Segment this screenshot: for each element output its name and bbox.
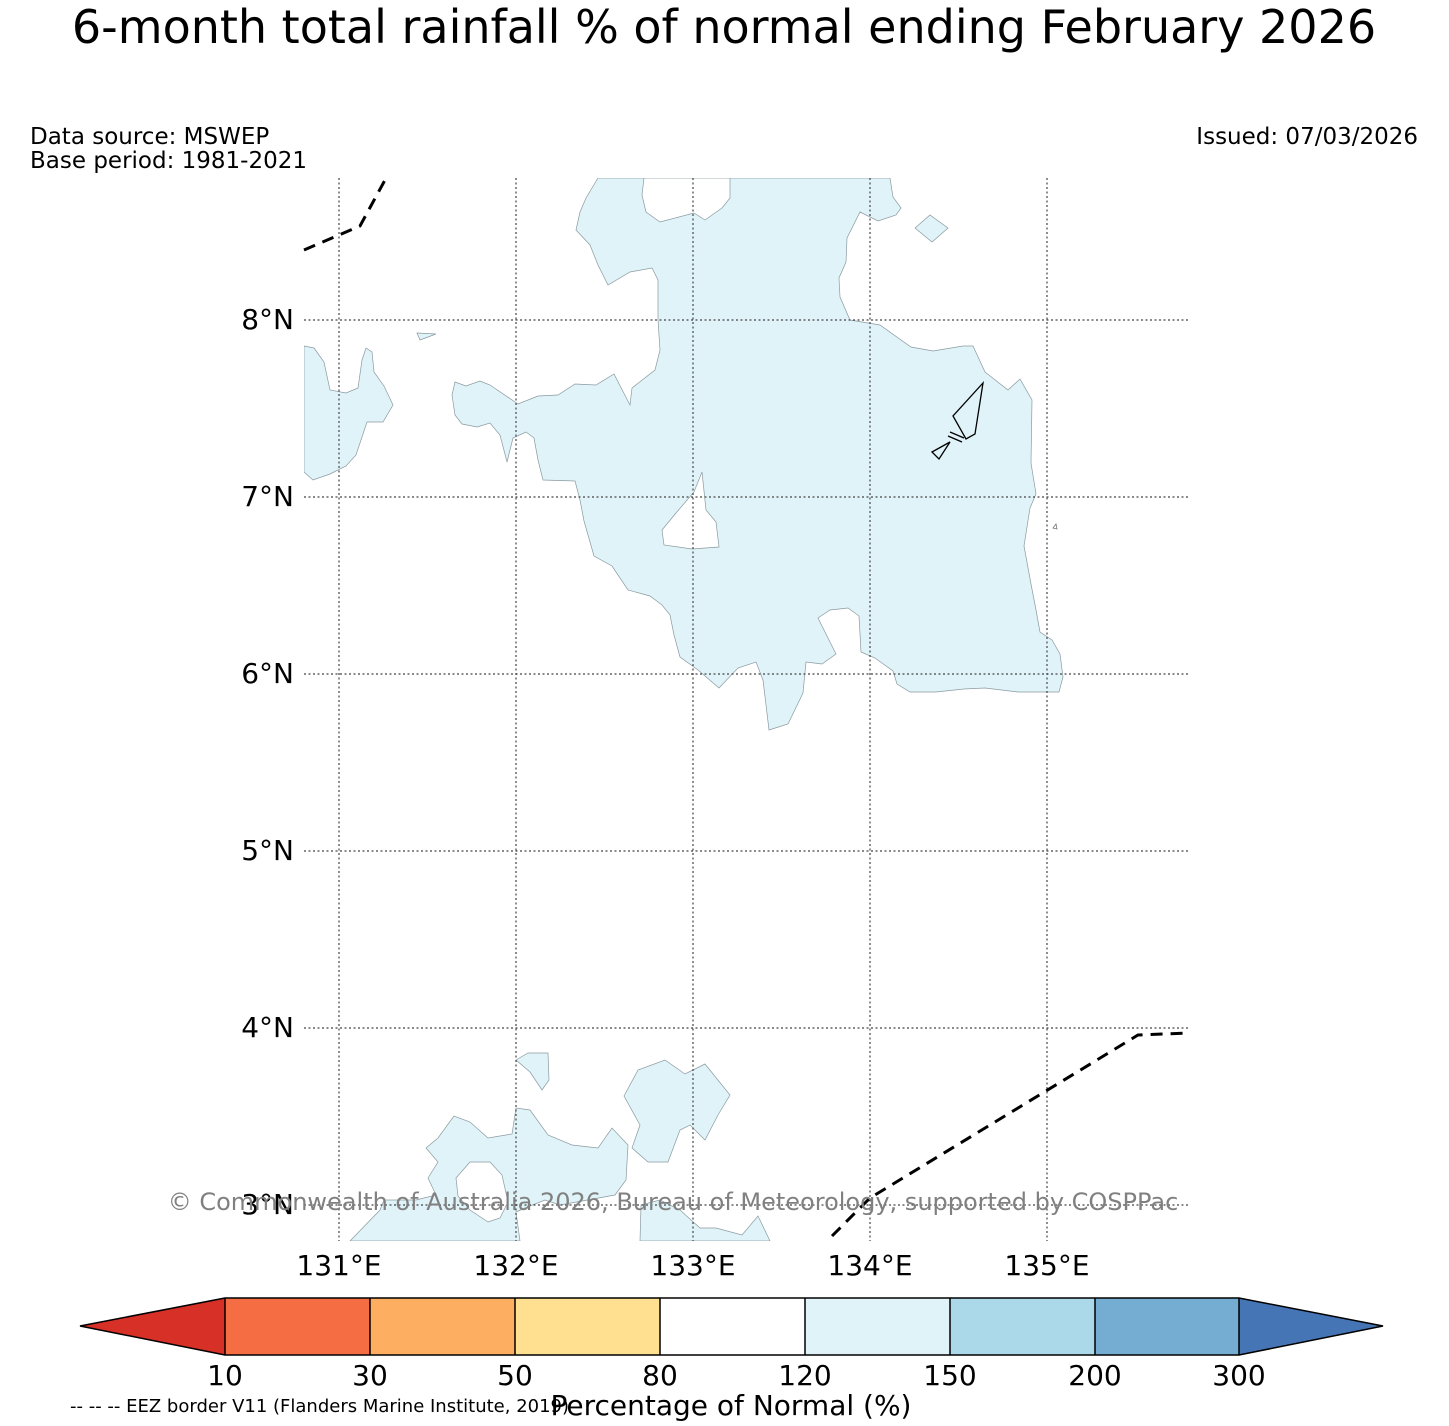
colorbar-segment-120-150: [805, 1298, 950, 1355]
normal-rainfall-pocket-south: [455, 1161, 509, 1223]
lon-label-133e: 133°E: [650, 1249, 735, 1282]
map-title: 6-month total rainfall % of normal endin…: [72, 0, 1376, 54]
issued-date-text: Issued: 07/03/2026: [1196, 124, 1418, 150]
eez-border-note: -- -- -- EEZ border V11 (Flanders Marine…: [70, 1396, 569, 1417]
colorbar-segment-200-300: [1095, 1298, 1239, 1355]
lat-label-5n: 5°N: [241, 834, 294, 867]
base-period-text: Base period: 1981-2021: [30, 148, 307, 174]
colorbar-tick-80: 80: [642, 1359, 678, 1392]
eez-border-lines: [303, 179, 1190, 1238]
colorbar-tick-150: 150: [923, 1359, 976, 1392]
colorbar-label: Percentage of Normal (%): [551, 1389, 912, 1422]
colorbar-tick-300: 300: [1212, 1359, 1265, 1392]
colorbar-segment-10-30: [225, 1298, 370, 1355]
colorbar-segment-80-120: [660, 1298, 805, 1355]
lat-label-8n: 8°N: [241, 303, 294, 336]
colorbar-tick-50: 50: [497, 1359, 533, 1392]
copyright-text: © Commonwealth of Australia 2026, Bureau…: [168, 1188, 1179, 1216]
lon-label-134e: 134°E: [827, 1249, 912, 1282]
colorbar-over-arrow: [1239, 1298, 1383, 1355]
map-gridlines: [304, 178, 1189, 1241]
lat-label-6n: 6°N: [241, 657, 294, 690]
colorbar-tick-120: 120: [778, 1359, 831, 1392]
rainfall-region-sliver: [416, 332, 437, 341]
normal-rainfall-pocket: [661, 471, 720, 550]
lon-label-132e: 132°E: [473, 1249, 558, 1282]
colorbar-tick-10: 10: [207, 1359, 243, 1392]
colorbar-segment-150-200: [950, 1298, 1095, 1355]
rainfall-region-west: [304, 345, 394, 481]
colorbar-under-arrow: [80, 1298, 225, 1355]
lat-label-4n: 4°N: [241, 1011, 294, 1044]
rainfall-region-islet: [914, 214, 949, 243]
lon-label-135e: 135°E: [1004, 1249, 1089, 1282]
data-source-text: Data source: MSWEP: [30, 124, 269, 150]
colorbar-segment-50-80: [515, 1298, 660, 1355]
lat-label-3n: 3°N: [241, 1188, 294, 1221]
colorbar-tick-30: 30: [352, 1359, 388, 1392]
colorbar-segment-30-50: [370, 1298, 515, 1355]
rainfall-region-south: [349, 1059, 771, 1241]
island-outline: [930, 380, 1058, 530]
rainfall-region-north: [451, 178, 1064, 731]
colorbar-tick-200: 200: [1068, 1359, 1121, 1392]
lon-label-131e: 131°E: [296, 1249, 381, 1282]
colorbar: 10 30 50 80 120 150 200 300 Percentage o…: [79, 1297, 1384, 1422]
map-area: 8°N 7°N 6°N 5°N 4°N 3°N 131°E 132°E 133°…: [168, 178, 1190, 1282]
lat-label-7n: 7°N: [241, 480, 294, 513]
rainfall-region-south-small: [515, 1052, 550, 1091]
